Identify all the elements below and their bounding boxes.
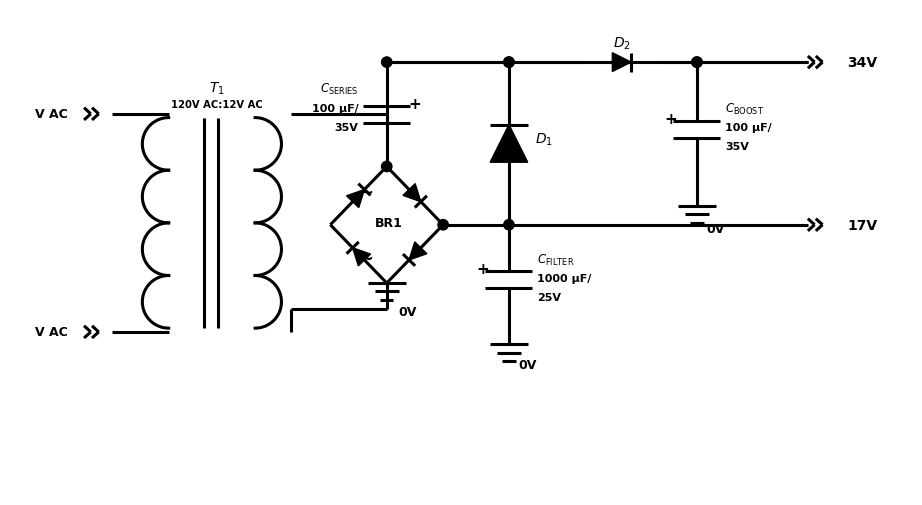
Text: +: + [477,262,489,276]
Text: 120V AC:12V AC: 120V AC:12V AC [171,100,263,110]
Text: $C_{\mathsf{BOOST}}$: $C_{\mathsf{BOOST}}$ [725,102,764,117]
Circle shape [503,58,514,68]
Text: 0V: 0V [398,305,417,318]
Text: V AC: V AC [35,326,68,339]
Text: $D_1$: $D_1$ [536,131,553,147]
Polygon shape [347,190,364,208]
Text: 35V: 35V [725,142,749,152]
Text: 25V: 25V [538,292,561,302]
Text: +: + [664,111,677,126]
Circle shape [382,162,392,172]
Text: 100 μF/: 100 μF/ [725,123,772,133]
Text: ~: ~ [360,183,373,201]
Text: $D_2$: $D_2$ [613,35,631,52]
Circle shape [382,58,392,68]
Polygon shape [612,54,632,72]
Polygon shape [491,125,527,163]
Circle shape [692,58,703,68]
Text: 35V: 35V [335,122,359,132]
Circle shape [503,58,514,68]
Text: V AC: V AC [35,108,68,121]
Circle shape [438,220,448,230]
Circle shape [503,220,514,230]
Text: 34V: 34V [847,56,878,70]
Text: 0V: 0V [518,359,537,372]
Polygon shape [352,248,371,266]
Text: 17V: 17V [847,218,878,232]
Polygon shape [403,184,420,203]
Text: $T_1$: $T_1$ [208,80,224,96]
Polygon shape [409,242,427,261]
Text: $C_{\mathsf{SERIES}}$: $C_{\mathsf{SERIES}}$ [320,81,359,96]
Text: ~: ~ [360,249,373,267]
Circle shape [692,58,703,68]
Text: 1000 μF/: 1000 μF/ [538,273,592,283]
Text: 0V: 0V [706,223,725,235]
Text: BR1: BR1 [374,217,403,230]
Text: 100 μF/: 100 μF/ [312,104,359,114]
Text: +: + [408,96,421,111]
Text: $C_{\mathsf{FILTER}}$: $C_{\mathsf{FILTER}}$ [538,252,574,267]
